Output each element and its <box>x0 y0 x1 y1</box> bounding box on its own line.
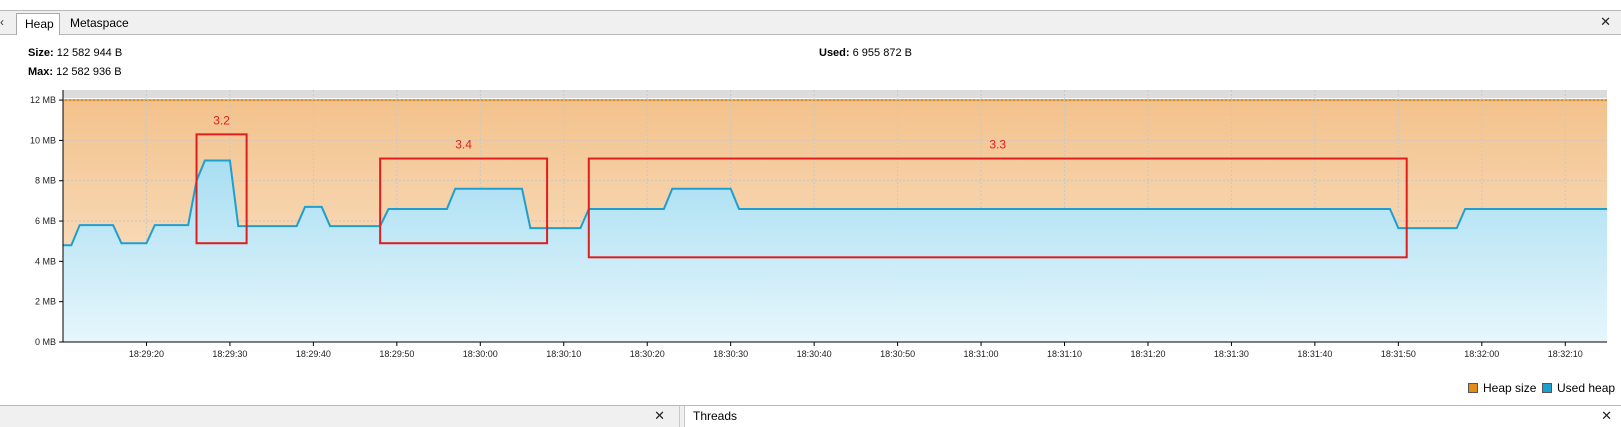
legend-heap-size: Heap size <box>1468 381 1536 395</box>
x-axis: 18:29:20 18:29:30 18:29:40 18:29:50 18:30:00… <box>63 341 1607 359</box>
size-value: 12 582 944 B <box>56 47 123 59</box>
used-value: 6 955 872 B <box>852 47 912 59</box>
tab-bar: ‹ Heap Metaspace ✕ <box>0 10 1621 35</box>
x-tick-label: 18:30:40 <box>797 349 832 359</box>
heap-size-info: Size: 12 582 944 B <box>28 46 122 60</box>
threads-panel: Threads ✕ <box>684 406 1621 427</box>
tab-metaspace[interactable]: Metaspace <box>70 16 129 30</box>
annotations-layer: 3.2 3.4 3.3 <box>195 113 1408 259</box>
heap-used-info: Used: 6 955 872 B <box>819 46 912 60</box>
heap-size-swatch <box>1468 383 1478 393</box>
y-axis: 0 MB 2 MB 4 MB 6 MB 8 MB 10 MB 12 MB <box>30 90 64 347</box>
x-tick-label: 18:30:20 <box>630 349 665 359</box>
x-tick-label: 18:31:50 <box>1381 349 1416 359</box>
y-tick-label: 8 MB <box>35 176 56 186</box>
x-tick-label: 18:31:00 <box>964 349 999 359</box>
size-label: Size: <box>28 47 54 59</box>
x-tick-label: 18:30:00 <box>463 349 498 359</box>
annotation-label: 3.3 <box>989 138 1006 152</box>
heap-max-info: Max: 12 582 936 B <box>28 65 122 79</box>
x-tick-label: 18:31:30 <box>1214 349 1249 359</box>
close-icon[interactable]: ✕ <box>1601 408 1612 423</box>
threads-title: Threads <box>693 409 738 423</box>
y-tick-label: 4 MB <box>35 256 56 266</box>
x-tick-label: 18:30:30 <box>713 349 748 359</box>
x-tick-label: 18:29:50 <box>379 349 414 359</box>
used-heap-swatch <box>1542 383 1552 393</box>
plot-background <box>63 90 1607 98</box>
x-tick-label: 18:29:30 <box>212 349 247 359</box>
close-icon[interactable]: ✕ <box>654 408 665 423</box>
x-tick-label: 18:31:10 <box>1047 349 1082 359</box>
x-tick-label: 18:32:10 <box>1548 349 1583 359</box>
x-tick-label: 18:30:50 <box>880 349 915 359</box>
annotation-label: 3.4 <box>455 138 472 152</box>
x-tick-label: 18:32:00 <box>1464 349 1499 359</box>
tab-heap[interactable]: Heap <box>16 13 60 35</box>
y-tick-label: 0 MB <box>35 337 56 347</box>
x-tick-label: 18:30:10 <box>546 349 581 359</box>
annotation-label: 3.2 <box>213 113 230 127</box>
legend-used-heap: Used heap <box>1542 381 1615 395</box>
x-tick-label: 18:31:40 <box>1297 349 1332 359</box>
bottom-panels: ✕ Threads ✕ <box>0 405 1621 427</box>
annotation-box <box>195 133 248 245</box>
scroll-left-icon[interactable]: ‹ <box>0 15 4 29</box>
y-tick-label: 12 MB <box>30 95 56 105</box>
legend-used-heap-label: Used heap <box>1557 381 1616 395</box>
legend-heap-size-label: Heap size <box>1483 381 1537 395</box>
bottom-left-panel: ✕ <box>0 406 680 427</box>
x-tick-label: 18:29:20 <box>129 349 164 359</box>
close-icon[interactable]: ✕ <box>1600 14 1611 29</box>
used-label: Used: <box>819 47 850 59</box>
max-label: Max: <box>28 66 54 78</box>
y-tick-label: 10 MB <box>30 135 56 145</box>
x-tick-label: 18:29:40 <box>296 349 331 359</box>
x-tick-label: 18:31:20 <box>1130 349 1165 359</box>
annotation-box <box>587 157 1408 259</box>
y-tick-label: 2 MB <box>35 297 56 307</box>
y-tick-label: 6 MB <box>35 216 56 226</box>
max-value: 12 582 936 B <box>56 66 122 78</box>
annotation-box <box>379 157 549 245</box>
